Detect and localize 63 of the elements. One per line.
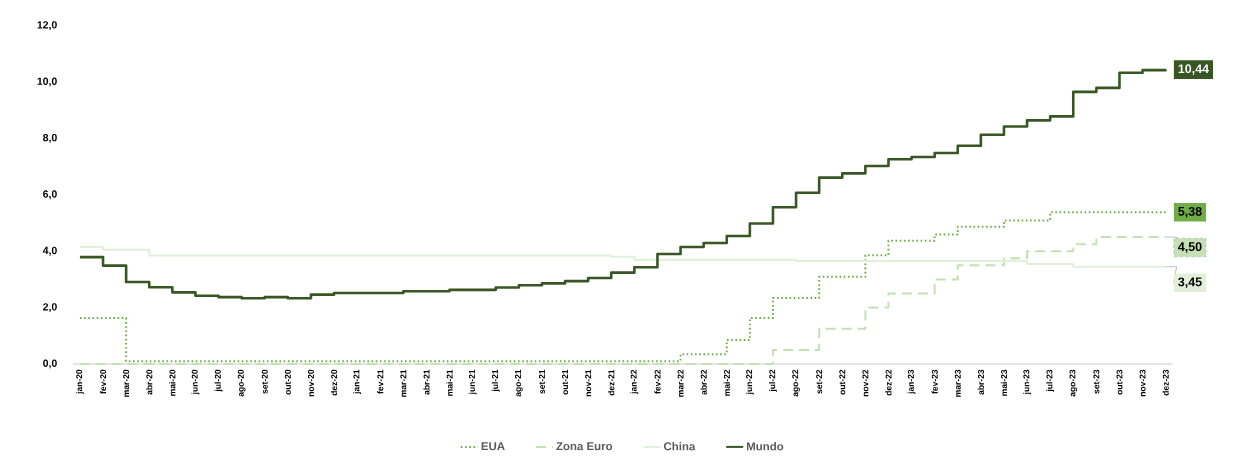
y-tick-label: 6,0	[43, 190, 57, 200]
y-tick-label: 10,0	[37, 77, 57, 87]
x-tick-label: mar-23	[954, 369, 961, 397]
x-tick-label: abr-20	[146, 369, 153, 395]
x-tick-label: out-20	[284, 369, 291, 395]
x-tick-label: mai-20	[169, 369, 176, 396]
data-label: 4,50	[1178, 242, 1202, 253]
x-tick-label: abr-21	[423, 369, 430, 395]
y-tick-label: 8,0	[43, 133, 57, 143]
x-tick-label: nov-23	[1139, 369, 1146, 397]
y-tick-label: 4,0	[42, 246, 57, 256]
x-tick-label: dez-23	[1162, 369, 1169, 396]
x-tick-label: jul-22	[769, 369, 777, 392]
x-tick-label: set-20	[261, 369, 268, 394]
x-tick-label: jan-22	[630, 369, 639, 395]
x-tick-label: dez-22	[885, 369, 892, 396]
legend-label: Zona Euro	[556, 442, 613, 451]
data-label: 5,38	[1178, 206, 1202, 218]
x-tick-label: mai-23	[1000, 369, 1008, 396]
data-label: 3,45	[1178, 277, 1202, 289]
x-tick-label: fev-20	[99, 369, 107, 394]
x-tick-label: jul-23	[1046, 369, 1055, 392]
legend-label: EUA	[481, 442, 505, 451]
y-tick-label: 12,0	[37, 21, 57, 31]
x-tick-label: dez-21	[608, 369, 615, 396]
x-tick-label: mar-20	[123, 369, 130, 397]
x-tick-label: ago-22	[792, 369, 800, 397]
x-tick-label: jun-23	[1023, 369, 1032, 395]
x-tick-label: ago-21	[515, 369, 523, 397]
x-tick-label: abr-22	[700, 369, 707, 395]
x-tick-label: jul-20	[214, 369, 223, 392]
x-tick-label: jun-22	[745, 369, 754, 395]
x-tick-label: out-22	[839, 369, 846, 395]
x-tick-label: mar-22	[677, 369, 684, 397]
x-tick-label: set-21	[538, 369, 545, 394]
x-tick-label: abr-23	[977, 369, 984, 395]
x-tick-label: ago-20	[237, 369, 246, 397]
x-tick-label: jun-21	[468, 369, 477, 395]
x-tick-label: mar-21	[400, 369, 407, 397]
x-tick-label: jan-20	[75, 369, 84, 395]
x-tick-label: nov-21	[585, 369, 592, 397]
x-tick-label: jan-23	[907, 369, 916, 395]
x-tick-label: mai-21	[446, 369, 453, 396]
x-tick-label: out-21	[562, 369, 569, 395]
x-tick-label: set-22	[816, 369, 823, 394]
y-tick-label: 0,0	[43, 359, 57, 369]
x-tick-label: nov-22	[862, 369, 869, 397]
x-tick-label: ago-23	[1069, 369, 1078, 397]
x-tick-label: nov-20	[307, 369, 314, 397]
x-tick-label: fev-23	[931, 369, 938, 394]
x-tick-label: jun-20	[191, 369, 200, 395]
x-tick-label: dez-20	[330, 369, 338, 396]
data-label: 10,44	[1178, 64, 1209, 75]
x-tick-label: out-23	[1116, 369, 1123, 395]
legend-label: Mundo	[746, 442, 784, 451]
legend-label: China	[663, 442, 696, 451]
x-tick-label: jan-21	[353, 369, 362, 395]
x-tick-label: mai-22	[723, 369, 730, 396]
x-tick-label: fev-21	[377, 369, 384, 394]
y-tick-label: 2,0	[43, 303, 57, 313]
x-tick-label: set-23	[1093, 369, 1100, 394]
x-tick-label: jul-21	[491, 369, 500, 392]
x-tick-label: fev-22	[654, 369, 661, 394]
